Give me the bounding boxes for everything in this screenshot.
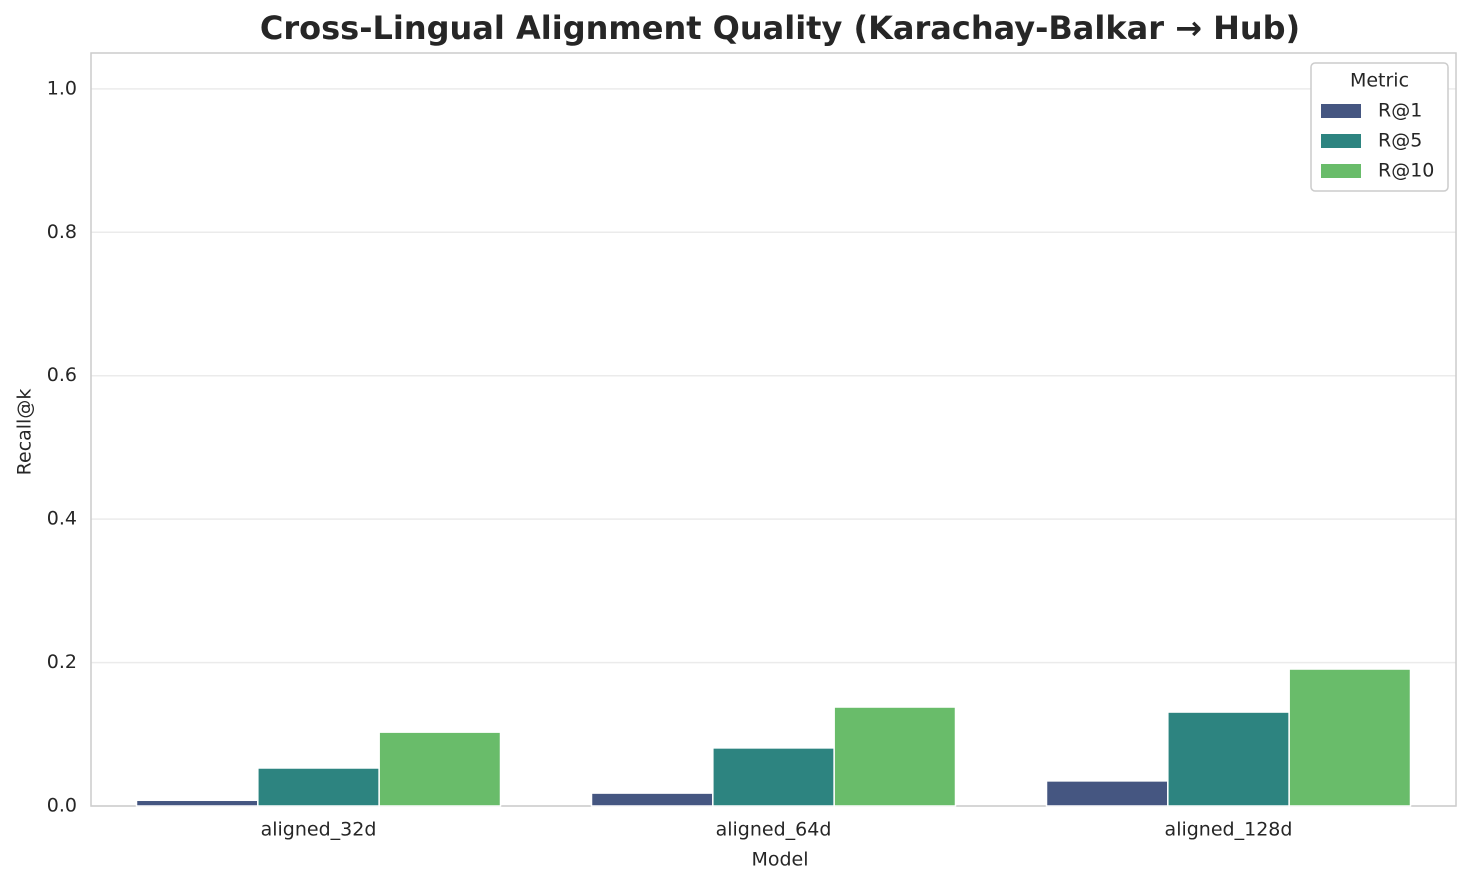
bar: [833, 706, 957, 807]
x-tick-label: aligned_32d: [261, 819, 377, 841]
x-tick-label: aligned_128d: [1165, 819, 1293, 841]
legend-box: [1310, 62, 1449, 192]
bar: [590, 792, 714, 807]
y-axis-label: Recall@k: [14, 389, 36, 476]
legend-swatch: [1321, 164, 1361, 178]
legend-title: Metric: [1350, 70, 1409, 92]
y-tick-label: 0.6: [47, 364, 77, 386]
bar: [712, 747, 835, 807]
bar: [135, 799, 259, 807]
chart-title: Cross-Lingual Alignment Quality (Karacha…: [260, 9, 1300, 47]
x-axis-label: Model: [751, 849, 808, 871]
bar: [257, 767, 380, 807]
plot-frame: [90, 52, 1457, 807]
legend-swatch: [1321, 134, 1361, 148]
y-tick-label: 0.0: [47, 795, 77, 817]
y-tick-label: 0.8: [47, 221, 77, 243]
y-tick-label: 0.4: [47, 508, 77, 530]
legend-label: R@10: [1378, 160, 1434, 182]
legend-label: R@5: [1378, 130, 1422, 152]
x-tick-label: aligned_64d: [716, 819, 832, 841]
bar: [1288, 668, 1412, 807]
y-tick-label: 1.0: [47, 77, 77, 99]
legend-swatch: [1321, 104, 1361, 118]
bar: [378, 731, 502, 807]
bar: [1167, 711, 1290, 807]
bar: [1045, 780, 1169, 807]
y-tick-label: 0.2: [47, 651, 77, 673]
legend-label: R@1: [1378, 100, 1422, 122]
